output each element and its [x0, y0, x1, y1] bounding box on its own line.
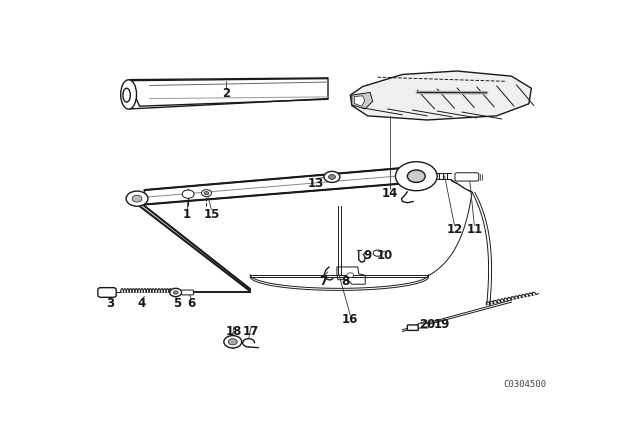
FancyBboxPatch shape — [419, 323, 428, 328]
FancyBboxPatch shape — [455, 173, 479, 181]
Circle shape — [324, 172, 340, 182]
Polygon shape — [355, 96, 365, 106]
Circle shape — [170, 289, 182, 297]
Text: 3: 3 — [106, 297, 114, 310]
Circle shape — [347, 273, 354, 278]
Text: 18: 18 — [225, 325, 242, 338]
Text: 10: 10 — [377, 249, 393, 262]
Polygon shape — [350, 71, 531, 120]
Circle shape — [126, 191, 148, 206]
Circle shape — [182, 190, 194, 198]
Text: 5: 5 — [173, 297, 181, 310]
FancyBboxPatch shape — [408, 325, 419, 331]
Text: 19: 19 — [434, 318, 451, 331]
Text: 15: 15 — [204, 208, 220, 221]
Circle shape — [224, 336, 242, 348]
Polygon shape — [352, 92, 372, 109]
Text: 17: 17 — [243, 325, 259, 338]
Text: 12: 12 — [446, 223, 463, 236]
Text: 6: 6 — [188, 297, 196, 310]
Text: 2: 2 — [222, 87, 230, 100]
Text: 20: 20 — [419, 318, 435, 331]
Polygon shape — [337, 267, 365, 284]
Circle shape — [373, 250, 382, 256]
Text: 14: 14 — [382, 187, 398, 200]
Text: C0304500: C0304500 — [503, 380, 547, 389]
Circle shape — [228, 339, 237, 345]
Text: 8: 8 — [341, 275, 349, 288]
Text: 1: 1 — [182, 208, 191, 221]
Text: 16: 16 — [342, 313, 358, 326]
Circle shape — [173, 291, 178, 294]
Text: 4: 4 — [138, 297, 146, 310]
Ellipse shape — [121, 80, 136, 109]
Text: 11: 11 — [466, 223, 483, 236]
Circle shape — [408, 170, 425, 182]
Polygon shape — [129, 78, 328, 106]
Ellipse shape — [123, 88, 131, 102]
Polygon shape — [145, 168, 408, 204]
Text: 7: 7 — [319, 275, 327, 288]
FancyBboxPatch shape — [182, 290, 193, 295]
Text: 13: 13 — [307, 177, 324, 190]
Circle shape — [132, 195, 142, 202]
Circle shape — [204, 191, 209, 195]
Circle shape — [202, 190, 211, 197]
Circle shape — [328, 174, 335, 179]
Text: 9: 9 — [364, 249, 372, 262]
FancyBboxPatch shape — [98, 288, 116, 297]
Circle shape — [396, 162, 437, 191]
